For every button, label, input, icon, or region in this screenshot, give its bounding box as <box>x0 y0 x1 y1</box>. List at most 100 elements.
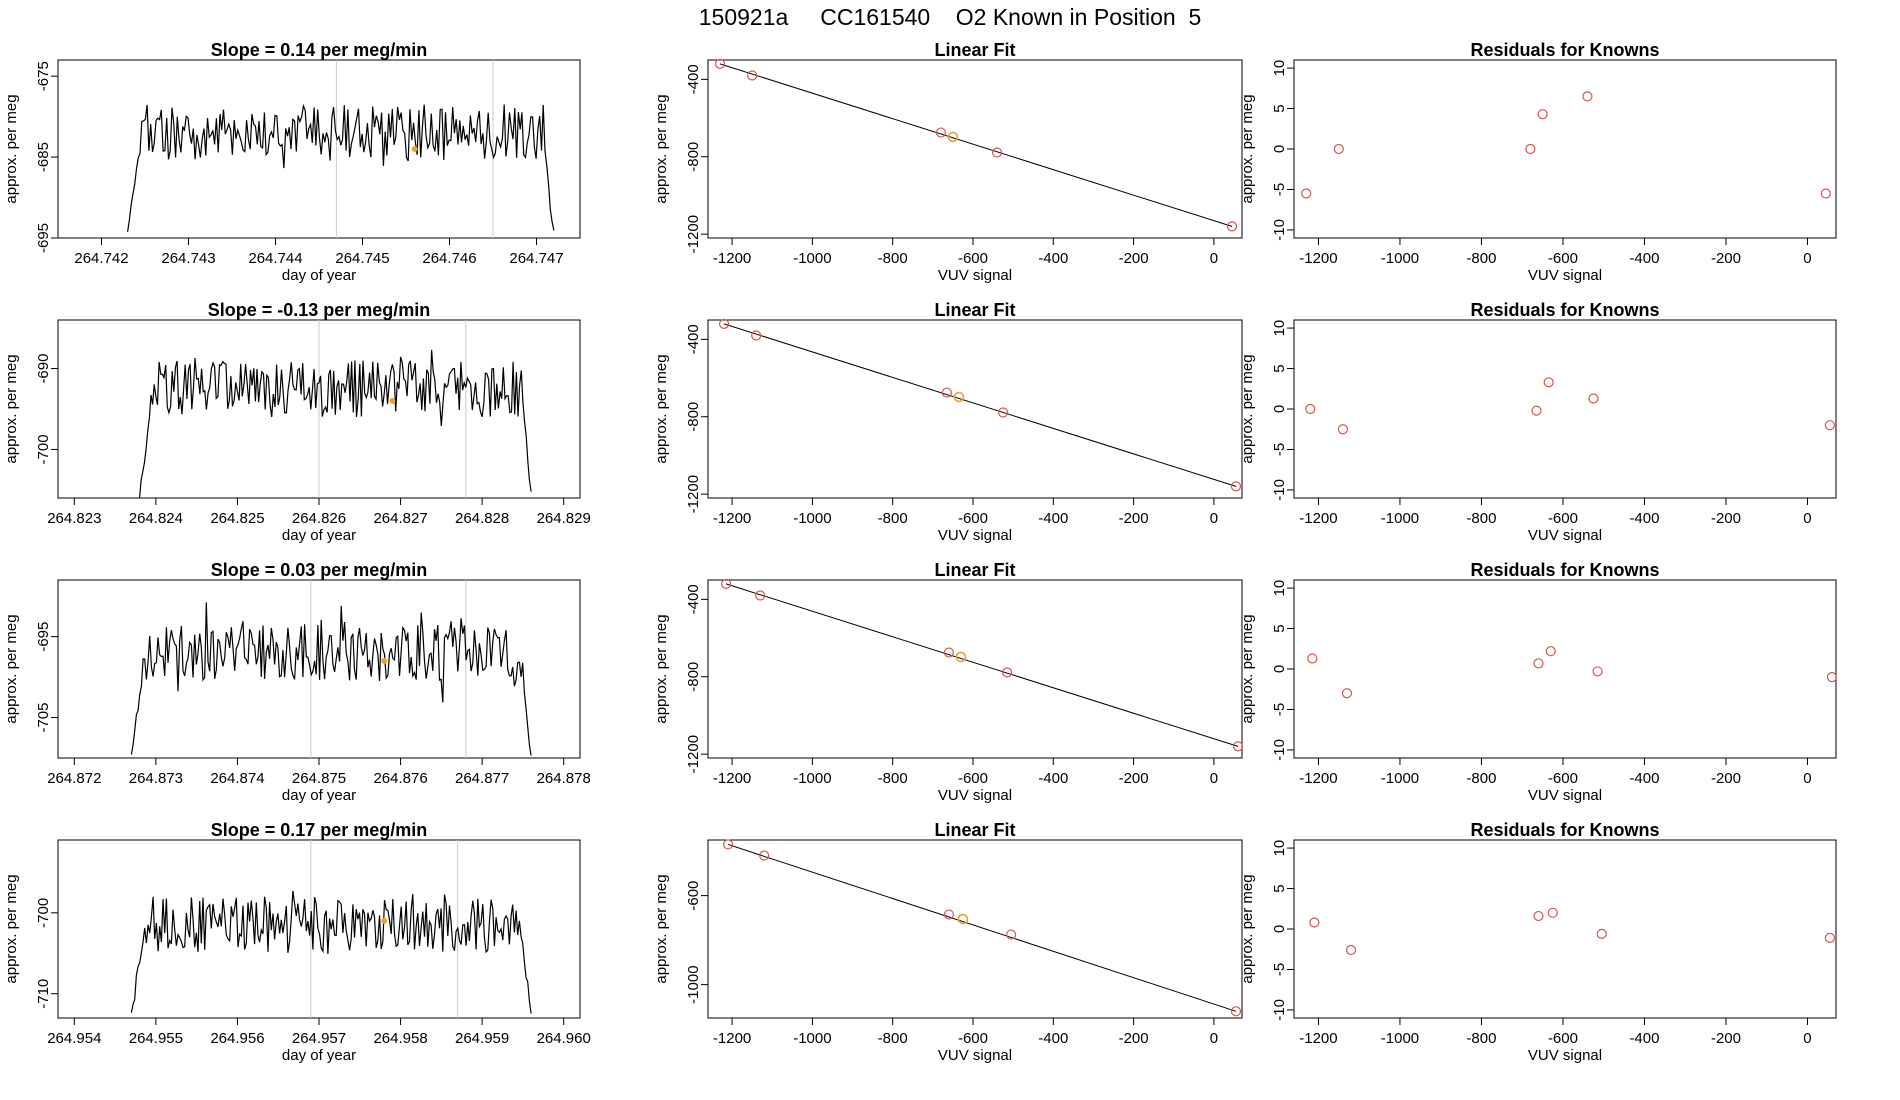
p4-residuals-ytick-label: 10 <box>1271 840 1288 857</box>
p2-fit-point <box>941 387 952 398</box>
p3-fit-ytick-label: -400 <box>685 584 702 614</box>
p3-residuals-ylabel: approx. per meg <box>1239 614 1256 723</box>
p3-fit-xtick-label: 0 <box>1210 770 1218 787</box>
p2-timeseries-xtick-label: 264.829 <box>537 510 591 527</box>
p1-fit-highlight-point <box>947 131 959 143</box>
p1-fit-title: Linear Fit <box>934 40 1015 60</box>
p3-fit-xtick-label: -600 <box>958 770 988 787</box>
p2-fit-frame <box>707 319 1243 499</box>
p2-residuals-point <box>1824 420 1835 431</box>
p3-residuals-xtick-label: -200 <box>1711 770 1741 787</box>
p2-residuals-point <box>1543 377 1554 388</box>
p1-fit-frame <box>707 59 1243 239</box>
p4-fit-point <box>1230 1006 1242 1017</box>
p2-fit-title: Linear Fit <box>934 300 1015 320</box>
p3-residuals-point <box>1592 666 1603 677</box>
p4-residuals-ytick-label: 0 <box>1271 925 1288 933</box>
p4-residuals-point <box>1596 928 1607 939</box>
p2-timeseries-title: Slope = -0.13 per meg/min <box>208 300 431 320</box>
p4-fit-point <box>943 909 955 920</box>
p1-fit-ytick-label: -800 <box>685 142 702 172</box>
p2-residuals-xtick-label: 0 <box>1803 510 1811 527</box>
p4-fit-xtick-label: -800 <box>878 1030 908 1047</box>
p1-timeseries-highlight-point <box>411 146 418 152</box>
p3-timeseries-ytick-label: -695 <box>35 622 52 652</box>
p2-residuals-xtick-label: -1000 <box>1381 510 1419 527</box>
p4-fit-xtick-label: -1000 <box>793 1030 831 1047</box>
p3-residuals-xtick-label: -1000 <box>1381 770 1419 787</box>
p4-fit-xtick-label: -200 <box>1119 1030 1149 1047</box>
p4-fit-xtick-label: -600 <box>958 1030 988 1047</box>
p1-residuals-xtick-label: -1200 <box>1299 250 1337 267</box>
p1-residuals-point <box>1582 91 1593 102</box>
p4-residuals-xtick-label: -800 <box>1466 1030 1496 1047</box>
p2-residuals-ytick-label: -10 <box>1271 479 1288 501</box>
p1-residuals-xtick-label: -200 <box>1711 250 1741 267</box>
p2-timeseries-xtick-label: 264.827 <box>373 510 427 527</box>
p3-fit-point <box>720 578 732 589</box>
p1-fit-ytick-label: -400 <box>685 64 702 94</box>
p1-fit-xtick-label: -200 <box>1119 250 1149 267</box>
p4-timeseries-ylabel: approx. per meg <box>3 874 20 983</box>
p3-timeseries-xtick-label: 264.873 <box>129 770 183 787</box>
p1-timeseries-ytick-label: -695 <box>35 223 52 253</box>
p2-fit-xtick-label: -200 <box>1119 510 1149 527</box>
p4-timeseries-xtick-label: 264.956 <box>210 1030 264 1047</box>
p2-residuals-ytick-label: 10 <box>1271 320 1288 337</box>
p1-residuals-point <box>1333 143 1344 155</box>
p3-fit-ytick-label: -800 <box>685 662 702 692</box>
p2-residuals-xtick-label: -1200 <box>1299 510 1337 527</box>
p2-residuals-xtick-label: -800 <box>1466 510 1496 527</box>
p2-timeseries-xtick-label: 264.826 <box>292 510 346 527</box>
p4-fit-ylabel: approx. per meg <box>653 874 670 983</box>
p2-fit-xtick-label: 0 <box>1210 510 1218 527</box>
p3-timeseries-xtick-label: 264.877 <box>455 770 509 787</box>
p2-timeseries-ytick-label: -690 <box>35 354 52 384</box>
p2-residuals-ytick-label: -5 <box>1271 443 1288 456</box>
p4-residuals-xtick-label: 0 <box>1803 1030 1811 1047</box>
p3-timeseries-trace <box>130 602 532 756</box>
p2-fit-point <box>751 330 762 341</box>
p2-timeseries-highlight-point <box>389 397 396 404</box>
p2-timeseries-xtick-label: 264.824 <box>129 510 183 527</box>
p2-fit-xlabel: VUV signal <box>938 527 1012 544</box>
p4-fit-frame <box>707 839 1243 1019</box>
p3-timeseries-xtick-label: 264.875 <box>292 770 346 787</box>
p4-fit-xtick-label: 0 <box>1210 1030 1218 1047</box>
p3-timeseries-ytick-label: -705 <box>35 703 52 733</box>
p1-fit-point <box>747 70 758 81</box>
p1-residuals-ylabel: approx. per meg <box>1239 94 1256 203</box>
p1-timeseries-xtick-label: 264.744 <box>248 250 302 267</box>
p1-residuals-ytick-label: -5 <box>1271 183 1288 196</box>
p2-fit-ytick-label: -1200 <box>685 475 702 513</box>
p2-timeseries-ytick-label: -700 <box>35 434 52 464</box>
p4-timeseries-xtick-label: 264.957 <box>292 1030 346 1047</box>
p2-timeseries-xtick-label: 264.823 <box>47 510 101 527</box>
p3-fit-xtick-label: -1200 <box>713 770 751 787</box>
p4-timeseries-xtick-label: 264.960 <box>537 1030 591 1047</box>
p1-timeseries-xtick-label: 264.742 <box>74 250 128 267</box>
p1-fit-xtick-label: -400 <box>1038 250 1068 267</box>
p3-residuals-ytick-label: -5 <box>1271 703 1288 716</box>
p4-timeseries-xlabel: day of year <box>282 1047 356 1064</box>
p1-timeseries-ylabel: approx. per meg <box>3 94 20 203</box>
p3-residuals-xtick-label: -1200 <box>1299 770 1337 787</box>
p3-residuals-frame <box>1293 579 1837 759</box>
p1-fit-xtick-label: 0 <box>1210 250 1218 267</box>
p4-residuals-ytick-label: -10 <box>1271 999 1288 1021</box>
p1-residuals-xtick-label: -800 <box>1466 250 1496 267</box>
p1-fit-xtick-label: -800 <box>878 250 908 267</box>
p1-residuals-frame <box>1293 59 1837 239</box>
p3-timeseries-ylabel: approx. per meg <box>3 614 20 723</box>
p3-fit-ytick-label: -1200 <box>685 735 702 773</box>
p4-timeseries-xtick-label: 264.955 <box>129 1030 183 1047</box>
p4-residuals-title: Residuals for Knowns <box>1470 820 1659 840</box>
p4-timeseries-highlight-point <box>381 917 388 924</box>
p3-fit-xtick-label: -200 <box>1119 770 1149 787</box>
p3-residuals-point <box>1533 658 1544 669</box>
p3-fit-title: Linear Fit <box>934 560 1015 580</box>
p4-residuals-point <box>1533 910 1544 922</box>
p2-residuals-xlabel: VUV signal <box>1528 527 1602 544</box>
p1-residuals-xlabel: VUV signal <box>1528 267 1602 284</box>
